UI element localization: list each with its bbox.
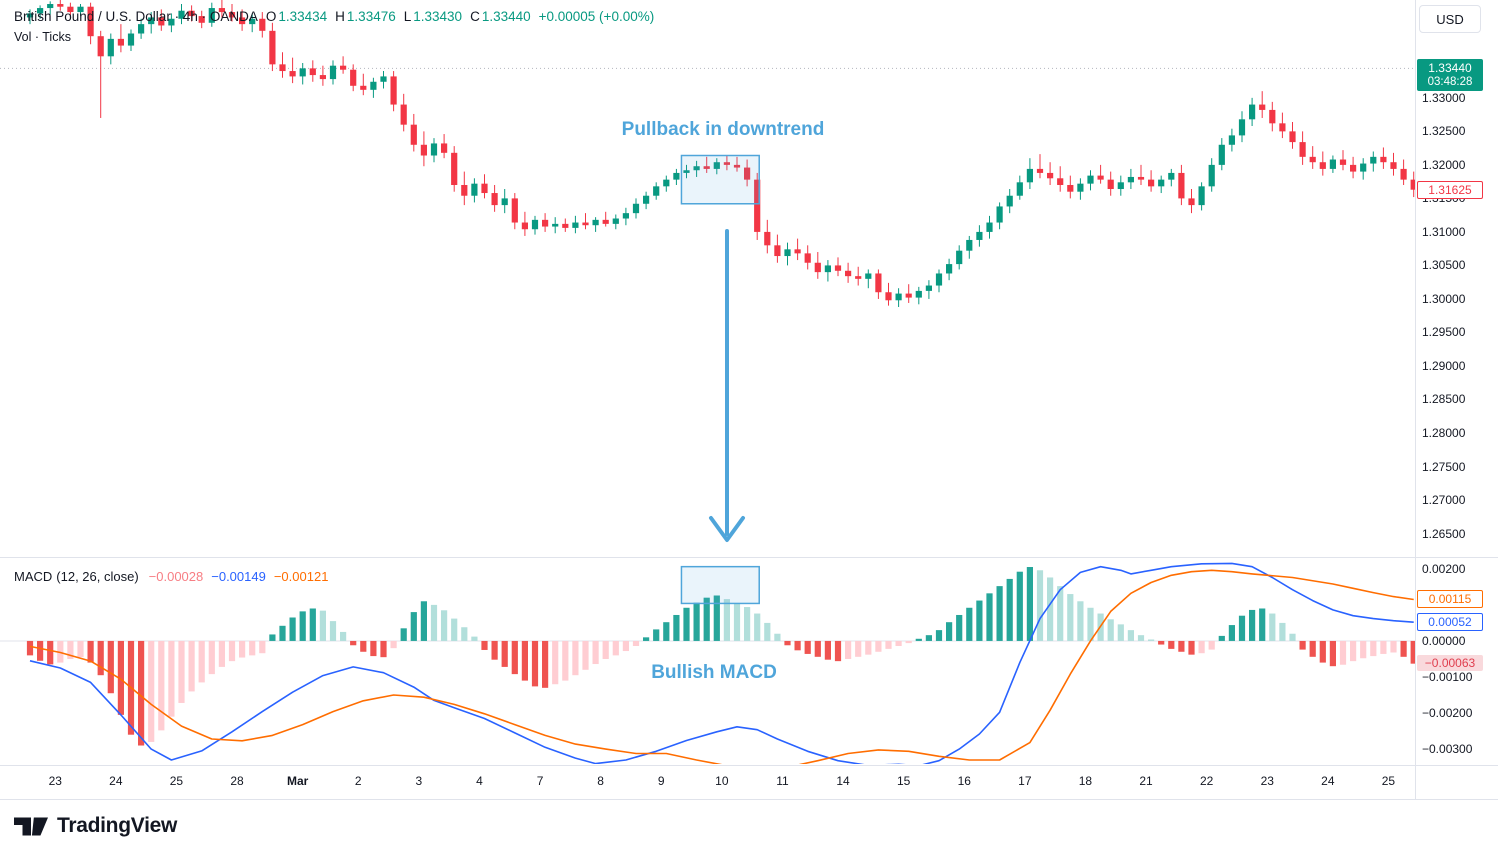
macd-title: MACD xyxy=(14,569,53,584)
macd-axis-label: 0.00200 xyxy=(1422,561,1466,576)
price-axis-label: 1.33000 xyxy=(1422,90,1466,105)
ohlc-high-label: H xyxy=(335,9,345,24)
chart-canvas[interactable] xyxy=(0,0,1498,800)
ohlc-close-label: C xyxy=(470,9,480,24)
macd-hist-value: −0.00028 xyxy=(148,569,204,584)
time-axis-label: 28 xyxy=(230,774,244,788)
price-axis-label: 1.30000 xyxy=(1422,291,1466,306)
price-axis-label: 1.31000 xyxy=(1422,224,1466,239)
ohlc-close-value: 1.33440 xyxy=(481,9,531,24)
macd-legend[interactable]: MACD (12, 26, close) −0.00028 −0.00149 −0.00… xyxy=(14,569,328,584)
ohlc-open-value: 1.33434 xyxy=(278,9,328,24)
time-axis-label: 2 xyxy=(354,774,362,788)
ohlc-open-label: O xyxy=(265,9,277,24)
pullback-highlight-box[interactable] xyxy=(680,154,760,205)
time-axis-label: 18 xyxy=(1078,774,1093,788)
time-axis-label: 21 xyxy=(1139,774,1153,788)
signal-line xyxy=(29,569,1414,764)
time-axis-label: 23 xyxy=(48,774,62,788)
time-axis-label: 17 xyxy=(1018,774,1032,788)
time-axis-label: 3 xyxy=(415,774,423,788)
time-axis-label: 7 xyxy=(536,774,544,788)
macd-line-value: −0.00149 xyxy=(211,569,266,584)
tradingview-wordmark: TradingView xyxy=(57,814,178,837)
time-axis-label: 8 xyxy=(597,774,604,788)
price-axis-label: 1.26500 xyxy=(1422,526,1466,541)
macd-line xyxy=(29,562,1414,764)
time-axis-label: 9 xyxy=(657,774,665,788)
time-axis-label: 23 xyxy=(1260,774,1274,788)
price-axis-label: 1.27000 xyxy=(1422,493,1466,508)
pullback-annotation-label[interactable]: Pullback in downtrend xyxy=(615,118,831,142)
macd-hist-badge: −0.00063 xyxy=(1417,654,1483,671)
price-change: +0.00005 (+0.00%) xyxy=(538,9,655,24)
current-price-badge: 1.33440 03:48:28 xyxy=(1417,59,1483,92)
time-axis-label: 25 xyxy=(169,774,184,788)
time-axis-label: 14 xyxy=(836,774,850,788)
macd-axis-label: 0.00000 xyxy=(1422,633,1466,648)
macd-signal-value: −0.00121 xyxy=(273,569,329,584)
macd-params: (12, 26, close) xyxy=(56,569,139,584)
ohlc-high-value: 1.33476 xyxy=(346,9,396,24)
bar-countdown: 03:48:28 xyxy=(1427,76,1473,89)
tradingview-icon xyxy=(14,817,48,836)
macd-axis-label: −0.00100 xyxy=(1422,670,1473,684)
last-close-price-badge: 1.31625 xyxy=(1417,181,1483,200)
price-axis-label: 1.32500 xyxy=(1422,124,1466,139)
time-axis-label: 22 xyxy=(1199,774,1214,788)
time-axis-label: 24 xyxy=(1321,774,1335,788)
macd-highlight-box[interactable] xyxy=(680,565,760,605)
price-axis-label: 1.30500 xyxy=(1422,258,1466,273)
ohlc-low-label: L xyxy=(403,9,412,24)
price-axis-label: 1.28500 xyxy=(1422,392,1466,407)
price-axis-label: 1.29500 xyxy=(1422,325,1466,340)
time-axis-label: 24 xyxy=(109,774,123,788)
time-axis-label: 15 xyxy=(896,774,911,788)
volume-indicator-label: Vol · Ticks xyxy=(14,30,71,44)
time-axis-label: 4 xyxy=(476,774,483,788)
price-axis-label: 1.29000 xyxy=(1422,358,1466,373)
time-axis-label: 11 xyxy=(776,774,789,788)
macd-axis-label: −0.00200 xyxy=(1422,706,1473,721)
symbol-legend[interactable]: British Pound / U.S. Dollar · 4h · OANDA… xyxy=(14,9,654,24)
current-price-value: 1.33440 xyxy=(1428,61,1472,76)
candlestick-series xyxy=(26,0,1415,307)
currency-toggle-button[interactable]: USD xyxy=(1419,5,1481,33)
time-axis-label: Mar xyxy=(286,774,309,788)
symbol-title: British Pound / U.S. Dollar · 4h · OANDA xyxy=(14,9,258,24)
volume-indicator-legend[interactable]: Vol · Ticks xyxy=(14,30,71,44)
price-axis-label: 1.32000 xyxy=(1422,157,1466,172)
price-axis-label: 1.28000 xyxy=(1422,425,1466,440)
tradingview-logo-link[interactable]: TradingView xyxy=(14,813,177,839)
annotation-arrowhead[interactable] xyxy=(709,516,745,542)
bullish-macd-annotation-label[interactable]: Bullish MACD xyxy=(645,661,783,685)
macd-line-badge: 0.00052 xyxy=(1417,613,1483,632)
macd-signal-badge: 0.00115 xyxy=(1417,590,1483,609)
price-axis-label: 1.27500 xyxy=(1422,459,1466,474)
time-axis-label: 25 xyxy=(1381,774,1396,788)
time-axis-label: 10 xyxy=(715,774,729,788)
time-axis-label: 16 xyxy=(957,774,971,788)
ohlc-low-value: 1.33430 xyxy=(413,9,463,24)
macd-axis-label: −0.00300 xyxy=(1422,742,1473,757)
